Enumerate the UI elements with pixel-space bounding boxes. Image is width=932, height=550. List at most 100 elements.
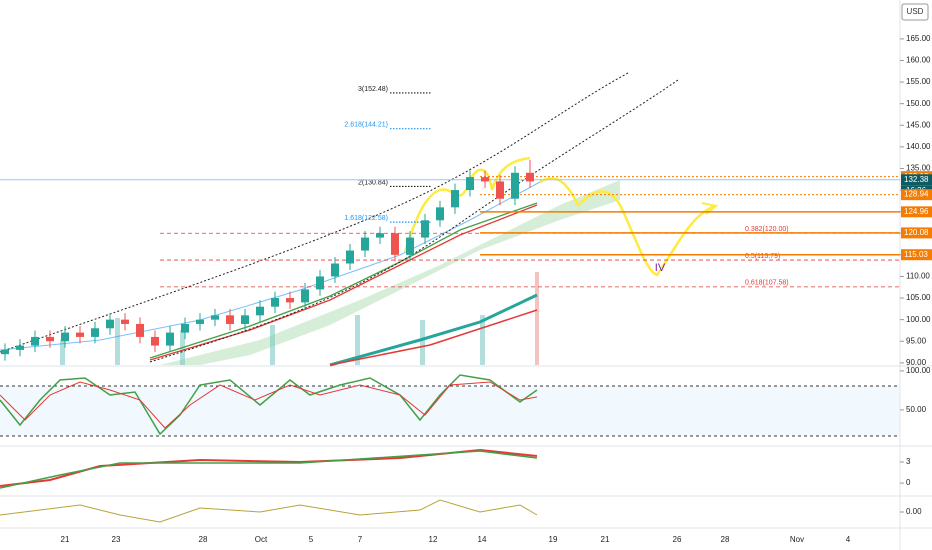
x-tick-label: Oct [255,535,268,544]
y-tick-label: 3 [906,457,911,466]
y-tick-label: 155.00 [906,77,931,86]
x-tick-label: 21 [601,535,610,544]
candle-body [121,319,129,324]
level-label: 0.618(107.58) [745,280,789,287]
candle-body [526,172,534,182]
x-tick-label: 19 [549,535,558,544]
level-label: 2.618(144.21) [344,122,388,129]
price-tag-label: 128.94 [904,190,929,199]
y-tick-label: 135.00 [906,164,931,173]
candle-body [451,190,459,208]
candle-body [316,276,324,290]
currency: USD [907,7,924,16]
x-tick-label: 26 [673,535,682,544]
x-tick-label: 7 [358,535,363,544]
candle-body [61,332,69,342]
candle-body [76,332,84,337]
candle-body [271,298,279,307]
x-tick-label: 28 [721,535,730,544]
x-tick-label: Nov [790,535,804,544]
y-tick-label: 110.00 [906,272,930,281]
y-tick-label: 0 [906,478,911,487]
momentum-line [0,499,538,523]
candle-body [391,233,399,255]
level-label: 3(152.48) [358,86,388,93]
price-tag [901,249,932,261]
candle-body [166,332,174,346]
candle-body [361,237,369,251]
price-tag-label: 120.08 [904,228,929,237]
ma-long [329,293,538,367]
candle-body [241,315,249,324]
ma-fast [0,181,541,351]
price-tag [901,174,932,186]
price-tag [901,189,932,201]
price-tag-label: 115.03 [904,250,928,259]
y-tick-label: 90.00 [906,358,927,367]
ma-mid [149,204,538,361]
candle-body [466,177,474,191]
price-tag [901,206,932,218]
y-tick-label: 0.00 [906,507,922,516]
signal-line [0,450,538,489]
channel-bottom [149,79,679,363]
candle-body [151,336,159,346]
candle-body [226,315,234,324]
candle-body [406,237,414,255]
ma-long-2 [329,309,538,366]
candle-body [256,306,264,316]
ma-mid-2 [149,202,538,359]
candle-body [46,336,54,342]
candle-body [211,315,219,320]
candle-body [376,233,384,238]
level-label: 2(130.84) [358,179,388,186]
candle-body [91,328,99,337]
candle-body [496,181,504,199]
level-label: 0.382(120.00) [745,226,789,233]
x-tick-label: 21 [61,535,70,544]
candle-body [31,336,39,346]
price-tag [901,227,932,239]
candle-body [331,263,339,277]
y-tick-label: 50.00 [906,405,927,414]
price-tag-label: 124.96 [904,207,929,216]
x-tick-label: 28 [199,535,208,544]
x-tick-label: 23 [112,535,121,544]
y-tick-label: 150.00 [906,99,931,108]
candle-body [421,220,429,238]
candle-body [511,172,519,199]
price-tag-label: 132.38 [904,175,929,184]
level-label: 1.618(122.58) [344,215,388,222]
x-tick-label: 14 [478,535,487,544]
x-tick-label: 5 [309,535,314,544]
y-tick-label: 145.00 [906,120,931,129]
candle-body [136,323,144,337]
y-tick-label: 165.00 [906,34,931,43]
x-tick-label: 12 [429,535,438,544]
candle-body [196,319,204,324]
y-tick-label: 105.00 [906,293,931,302]
y-tick-label: 160.00 [906,56,931,65]
candle-body [481,177,489,182]
currency-box [901,3,929,21]
y-tick-label: 95.00 [906,336,927,345]
y-tick-label: 100.00 [906,315,931,324]
y-tick-label: 100.00 [906,366,931,375]
y-tick-label: 140.00 [906,142,931,151]
candle-body [181,323,189,333]
candle-body [106,319,114,329]
stoch-d [0,381,538,429]
candle-body [286,298,294,303]
candle-body [16,345,24,350]
candle-body [301,289,309,303]
x-tick-label: 4 [846,535,851,544]
candle-body [1,349,9,355]
oscillator-band [0,386,900,436]
wave-label: IV [655,262,666,274]
level-label: 0.5(113.79) [745,253,780,260]
candle-body [436,207,444,221]
candle-body [346,250,354,264]
